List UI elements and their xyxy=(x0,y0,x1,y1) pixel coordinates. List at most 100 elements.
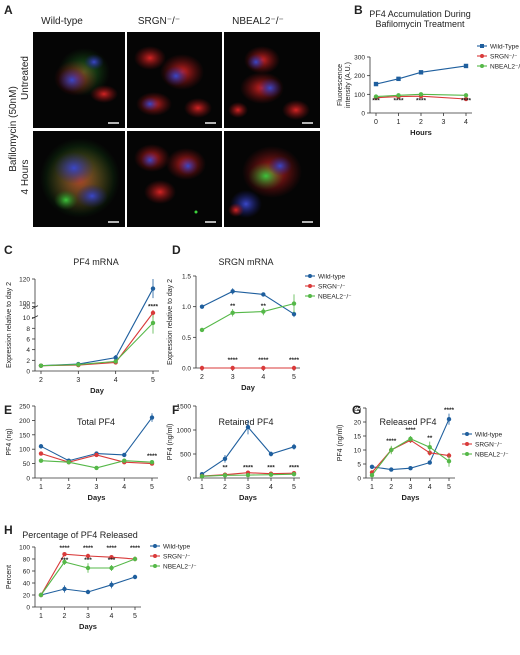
micrograph-wt-untreated xyxy=(33,32,125,128)
panel-letter-f: F xyxy=(172,403,179,417)
y-axis-label: Fluorescenceintensity (A.U.) xyxy=(337,62,352,108)
x-tick-label: 2 xyxy=(67,484,71,491)
data-point xyxy=(463,63,469,69)
legend-label: Wild-type xyxy=(475,432,502,439)
legend-label: Wild-type xyxy=(163,544,190,551)
y-tick-label: 2 xyxy=(26,358,30,365)
legend-label: Wild-type xyxy=(318,274,345,281)
chart-title: Total PF4 xyxy=(77,417,115,427)
micrograph-nbeal2-untreated xyxy=(224,32,320,128)
data-point xyxy=(463,96,469,102)
data-point xyxy=(150,286,156,291)
data-point xyxy=(261,365,266,371)
data-point xyxy=(62,559,67,565)
legend-marker xyxy=(308,274,312,278)
y-axis-label: Expression relative to day 2 xyxy=(167,279,174,365)
series-line xyxy=(375,95,467,100)
series-line xyxy=(40,322,154,367)
data-point xyxy=(268,451,274,457)
data-point xyxy=(230,310,235,315)
series-line xyxy=(375,65,467,85)
x-axis-label: Day xyxy=(90,386,105,395)
y-tick-label: 500 xyxy=(180,452,191,459)
x-tick-label: 5 xyxy=(447,484,451,491)
chart-title: PF4 Accumulation During Bafilomycin Treat… xyxy=(369,9,471,29)
series-line xyxy=(201,303,295,331)
series-line xyxy=(201,290,295,315)
y-tick-label: 8 xyxy=(26,326,30,333)
data-point xyxy=(230,289,235,294)
y-axis-label: Expression relative to day 2 xyxy=(6,282,13,368)
column-label-srgn: SRGN⁻/⁻ xyxy=(138,16,180,27)
series-line xyxy=(375,93,467,98)
data-point xyxy=(418,92,424,97)
data-point xyxy=(418,70,424,75)
significance-label: **** xyxy=(289,357,300,364)
y-tick-label: 80 xyxy=(23,557,31,564)
legend-marker xyxy=(480,44,484,48)
data-point xyxy=(291,444,297,449)
significance-label: **** xyxy=(106,545,117,552)
chart-pf4-accumulation: PF4 Accumulation During Bafilomycin Treat… xyxy=(337,9,520,137)
x-tick-label: 1 xyxy=(200,484,204,491)
y-tick-label: 5 xyxy=(357,462,361,469)
y-tick-label: 100 xyxy=(19,545,30,552)
x-tick-label: 4 xyxy=(122,484,126,491)
x-axis-label: Days xyxy=(239,493,257,502)
x-axis-label: Days xyxy=(88,493,106,502)
data-point xyxy=(408,436,413,441)
y-tick-label: 1000 xyxy=(177,428,192,435)
legend-marker xyxy=(153,544,157,548)
panel-letter-a: A xyxy=(4,3,13,17)
y-tick-label: 100 xyxy=(354,92,365,99)
data-point xyxy=(396,93,401,98)
panel-letter-g: G xyxy=(352,403,361,417)
x-tick-label: 3 xyxy=(231,374,235,381)
significance-label: **** xyxy=(444,407,455,414)
x-axis-label: Days xyxy=(402,493,420,502)
y-tick-label: 0 xyxy=(26,476,30,483)
y-tick-label: 0.0 xyxy=(182,366,191,373)
panel-letter-e: E xyxy=(4,403,12,417)
significance-label: **** xyxy=(228,357,239,364)
data-point xyxy=(373,81,379,87)
panel-letter-b: B xyxy=(354,3,363,17)
x-tick-label: 3 xyxy=(76,377,80,384)
x-tick-label: 4 xyxy=(261,374,265,381)
micrograph-wt-4h xyxy=(33,131,125,227)
data-point xyxy=(199,365,205,371)
legend-marker xyxy=(308,294,312,298)
column-label-nbeal2: NBEAL2⁻/⁻ xyxy=(232,16,284,27)
x-tick-label: 1 xyxy=(370,484,374,491)
chart-percentage-released: Percentage of PF4 Released 1 2 3 4 5 Days 0 20 40… xyxy=(6,530,197,631)
legend-marker xyxy=(465,452,469,456)
significance-label: ** xyxy=(222,464,228,471)
data-point xyxy=(427,460,432,465)
legend-label: NBEAL2⁻/⁻ xyxy=(318,294,352,301)
x-tick-label: 1 xyxy=(39,484,43,491)
chart-total-pf4: Total PF4 1 2 3 4 5 Days 0 50 100 150 200 250 PF4 (ng… xyxy=(6,404,158,502)
y-tick-label: 20 xyxy=(23,593,31,600)
data-point xyxy=(122,452,127,458)
y-tick-label: 15 xyxy=(354,434,362,441)
significance-label: **** xyxy=(461,98,472,105)
data-point xyxy=(66,459,71,465)
data-point xyxy=(113,359,118,364)
y-tick-label: 0 xyxy=(361,111,365,118)
y-tick-label: 1.5 xyxy=(182,274,191,281)
y-axis-label: PF4 (ng/ml) xyxy=(337,425,344,462)
significance-label: **** xyxy=(147,453,158,460)
y-tick-label: 150 xyxy=(19,432,30,439)
legend-marker xyxy=(480,54,484,58)
y-tick-label: 40 xyxy=(23,581,31,588)
data-point xyxy=(446,417,452,422)
data-point xyxy=(150,320,156,326)
y-tick-label: 0 xyxy=(187,476,191,483)
data-point xyxy=(261,309,266,314)
data-point xyxy=(85,565,91,571)
x-tick-label: 3 xyxy=(86,613,90,620)
x-tick-label: 5 xyxy=(133,613,137,620)
legend-marker xyxy=(153,554,157,558)
data-point xyxy=(446,459,452,464)
y-tick-label: 60 xyxy=(23,569,31,576)
